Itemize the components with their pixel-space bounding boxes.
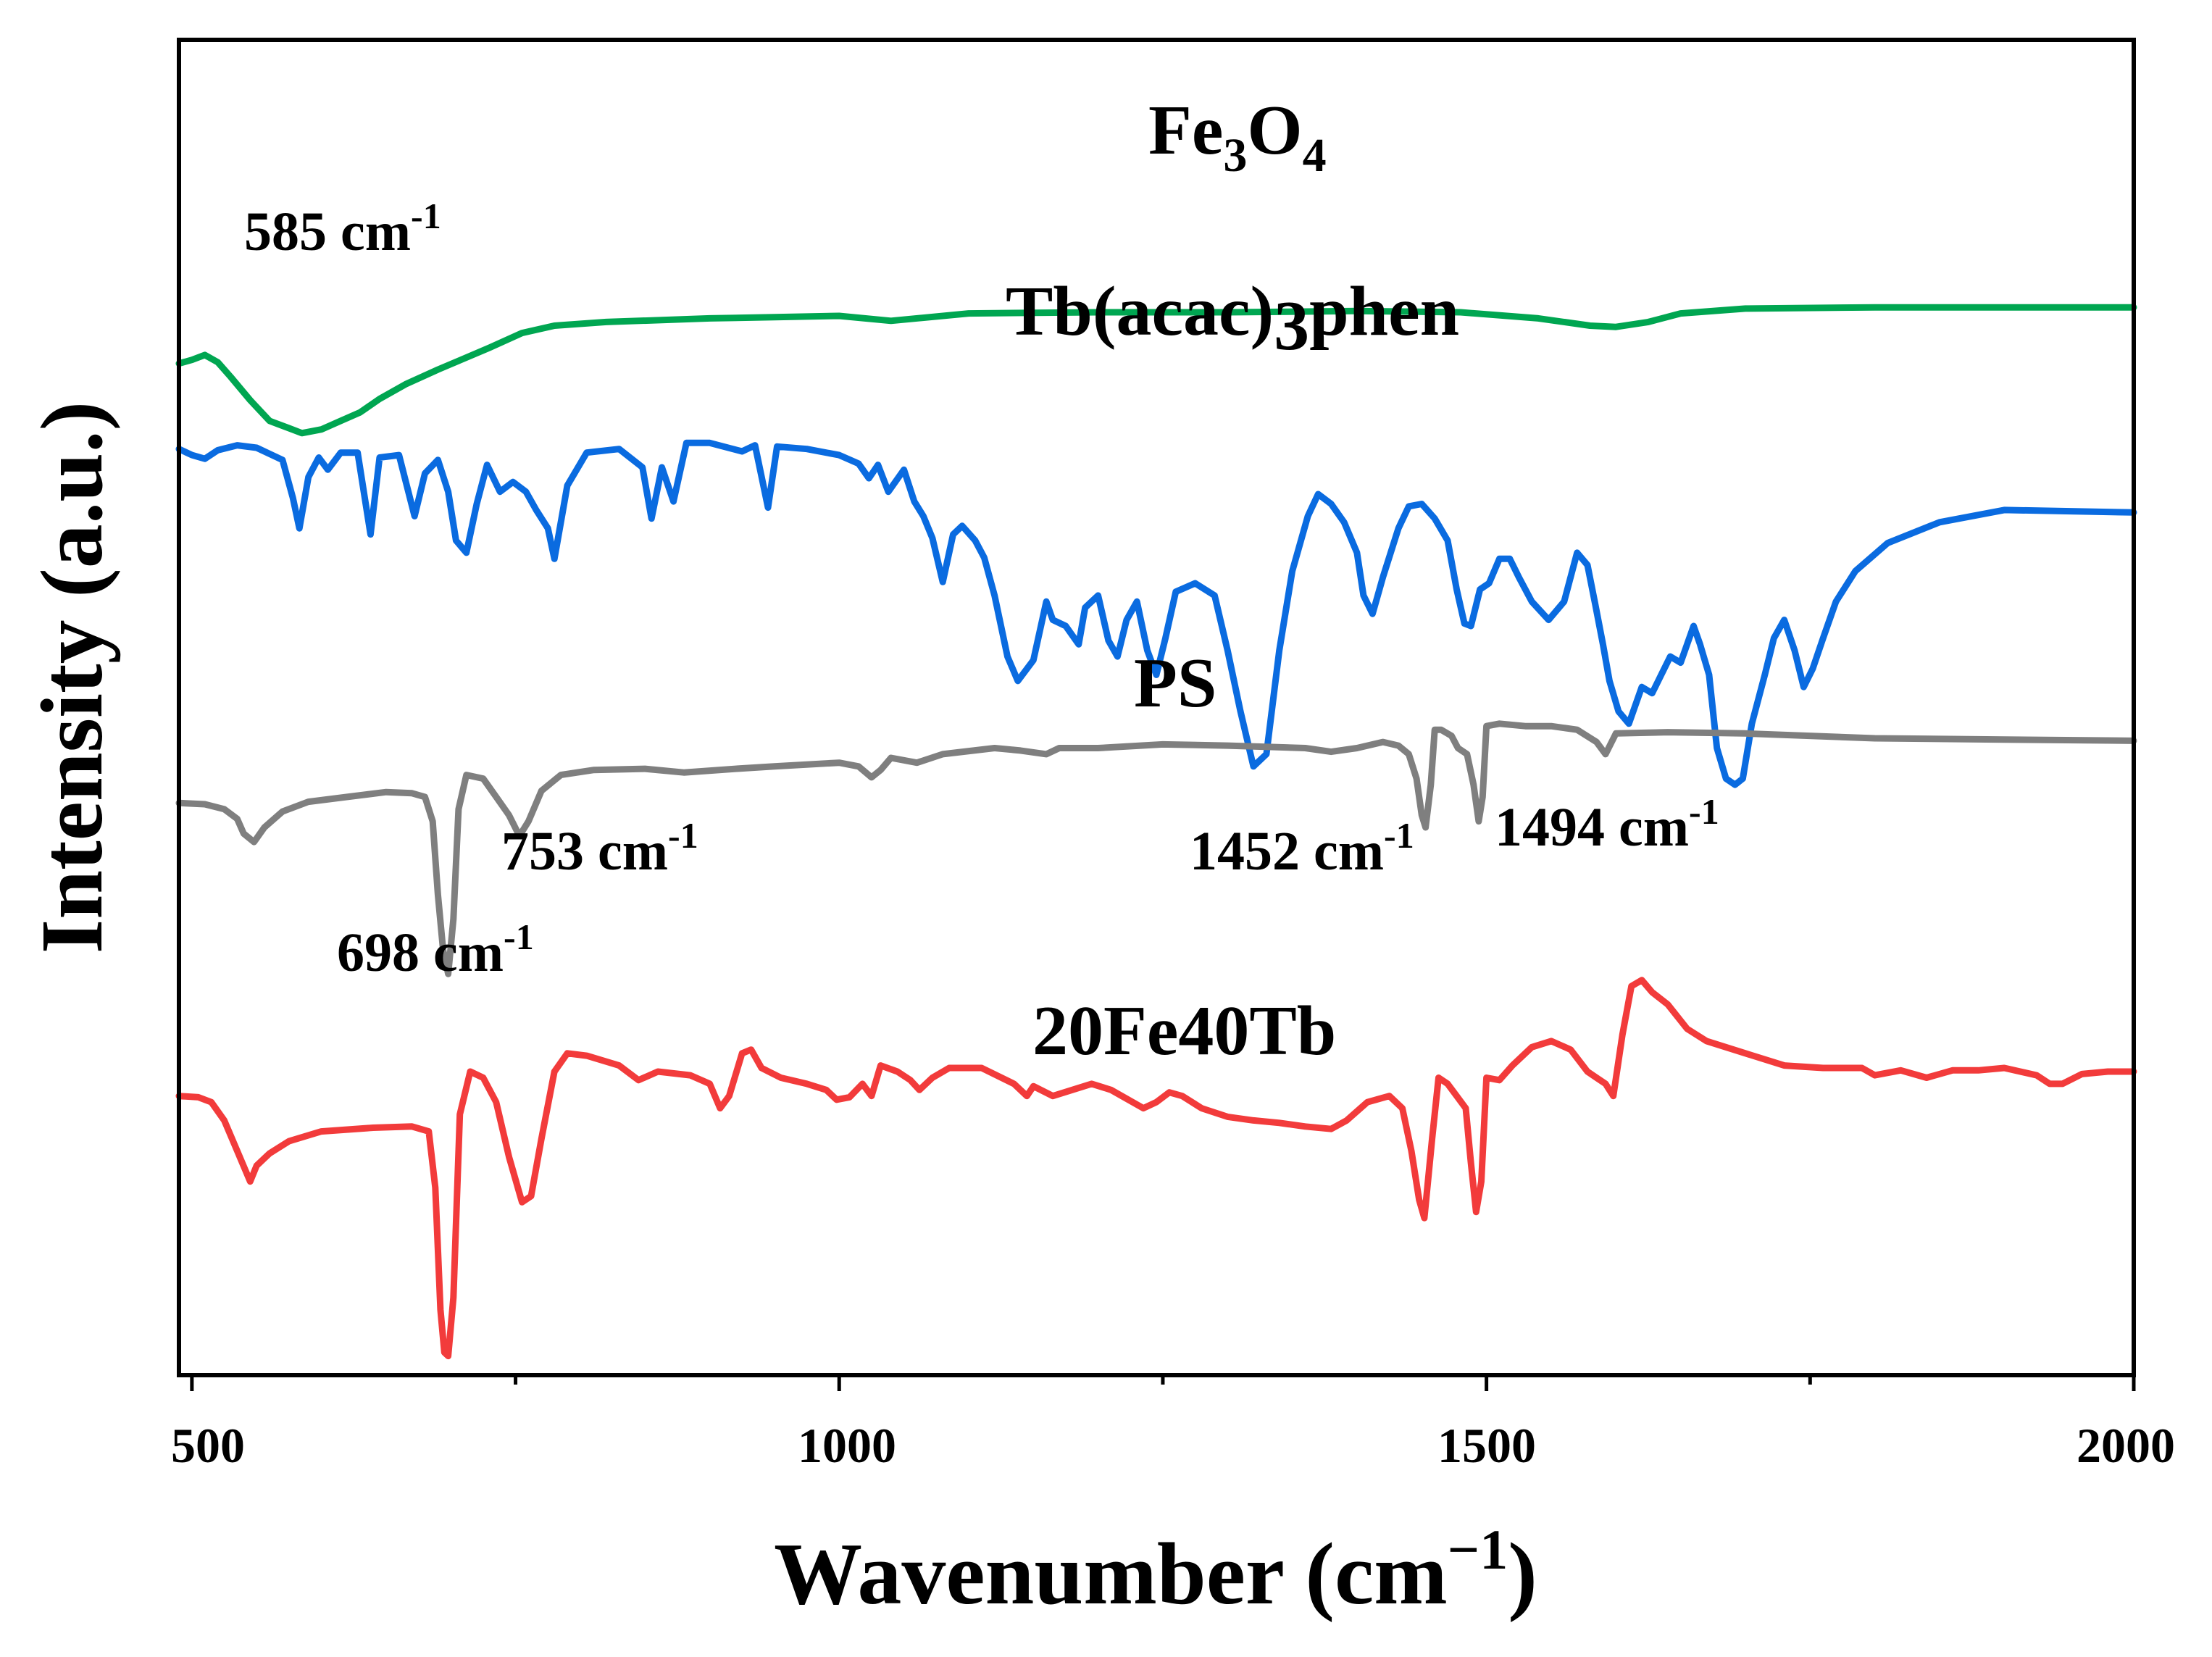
series-label-fe3o4-sub2: 4 xyxy=(1303,129,1327,182)
series-line-20fe40tb xyxy=(175,977,2137,1360)
annotation-753-value: 753 cm xyxy=(501,821,668,882)
annotation-585: 585 cm-1 xyxy=(244,196,441,262)
series-label-20fe40tb: 20Fe40Tb xyxy=(1032,992,1336,1070)
annotation-698: 698 cm-1 xyxy=(337,917,534,983)
series-label-fe3o4-o: O xyxy=(1247,91,1302,170)
annotation-1494-sup: -1 xyxy=(1689,791,1719,832)
annotation-1494: 1494 cm-1 xyxy=(1495,791,1719,858)
annotation-1452-value: 1452 cm xyxy=(1190,821,1384,882)
series-label-fe3o4-sub1: 3 xyxy=(1223,129,1247,182)
x-tick-label-1500: 1500 xyxy=(1437,1418,1536,1473)
series-label-tb: Tb(acac)3phen xyxy=(1006,272,1459,365)
annotation-1452: 1452 cm-1 xyxy=(1190,815,1414,882)
x-tick-label-1000: 1000 xyxy=(798,1418,896,1473)
x-tick-label-2000: 2000 xyxy=(2077,1418,2175,1473)
annotation-753: 753 cm-1 xyxy=(501,815,698,882)
x-axis-title-sup: −1 xyxy=(1448,1518,1508,1581)
annotation-1494-value: 1494 cm xyxy=(1495,797,1689,858)
annotation-585-value: 585 cm xyxy=(244,201,411,262)
x-axis-title: Wavenumber (cm−1) xyxy=(774,1518,1537,1623)
series-line-tb-acac-3phen xyxy=(175,439,2137,788)
x-axis-title-close: ) xyxy=(1508,1525,1537,1623)
x-axis-title-main: Wavenumber (cm xyxy=(774,1525,1448,1623)
series-label-tb-sub: 3 xyxy=(1274,287,1309,365)
series-label-tb-main: Tb(acac) xyxy=(1006,272,1274,351)
series-label-ps: PS xyxy=(1134,644,1216,722)
x-axis-ticks xyxy=(190,1375,2136,1391)
annotation-698-sup: -1 xyxy=(504,917,534,957)
annotation-1452-sup: -1 xyxy=(1384,815,1414,856)
series-label-tb-end: phen xyxy=(1309,272,1459,351)
series-layer xyxy=(175,304,2137,1360)
series-line-ps xyxy=(175,720,2137,977)
series-label-fe3o4-fe: Fe xyxy=(1148,91,1223,170)
series-line-fe3o4 xyxy=(175,304,2137,437)
plot-frame xyxy=(177,38,2136,1377)
annotation-585-sup: -1 xyxy=(411,196,441,236)
y-axis-title: Intensity (a.u.) xyxy=(23,401,121,954)
series-label-fe3o4: Fe3O4 xyxy=(1148,91,1327,182)
annotation-753-sup: -1 xyxy=(668,815,698,856)
x-tick-label-500: 500 xyxy=(171,1418,245,1473)
annotation-698-value: 698 cm xyxy=(337,922,504,983)
